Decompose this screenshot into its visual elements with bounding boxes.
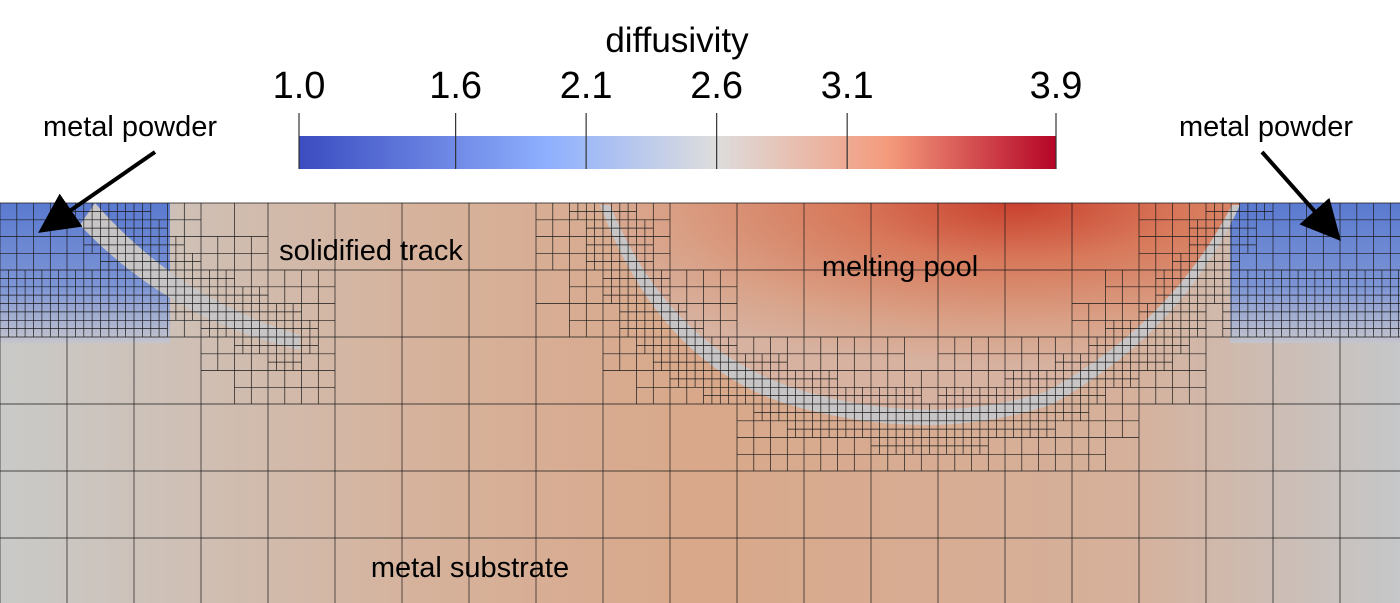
simulation-domain (0, 202, 1400, 603)
colorbar-ticks: 1.0 1.6 2.1 2.6 3.1 3.9 (273, 65, 1083, 169)
arrow-powder-left (38, 150, 157, 233)
label-solidified-track: solidified track (279, 235, 463, 267)
colorbar-tick-label: 3.9 (1030, 65, 1083, 107)
label-melting-pool: melting pool (822, 251, 978, 283)
colorbar-tick-label: 1.0 (273, 65, 326, 107)
colorbar-tick-label: 2.1 (560, 65, 613, 107)
annotations: metal powder metal powder solidified tra… (38, 111, 1353, 584)
colorbar-tick-label: 3.1 (821, 65, 874, 107)
label-metal-substrate: metal substrate (371, 552, 569, 584)
label-powder-right: metal powder (1179, 111, 1353, 143)
arrow-powder-right (1260, 150, 1341, 241)
colorbar-tick-label: 2.6 (690, 65, 743, 107)
colorbar: diffusivity 1.0 1.6 2.1 2.6 3.1 3.9 (273, 21, 1083, 169)
interface-band-left (80, 203, 300, 350)
melting-pool-region (600, 203, 1240, 420)
colorbar-title: diffusivity (605, 21, 749, 60)
colorbar-gradient (299, 136, 1056, 169)
colorbar-tick-label: 1.6 (429, 65, 482, 107)
label-powder-left: metal powder (43, 111, 217, 143)
